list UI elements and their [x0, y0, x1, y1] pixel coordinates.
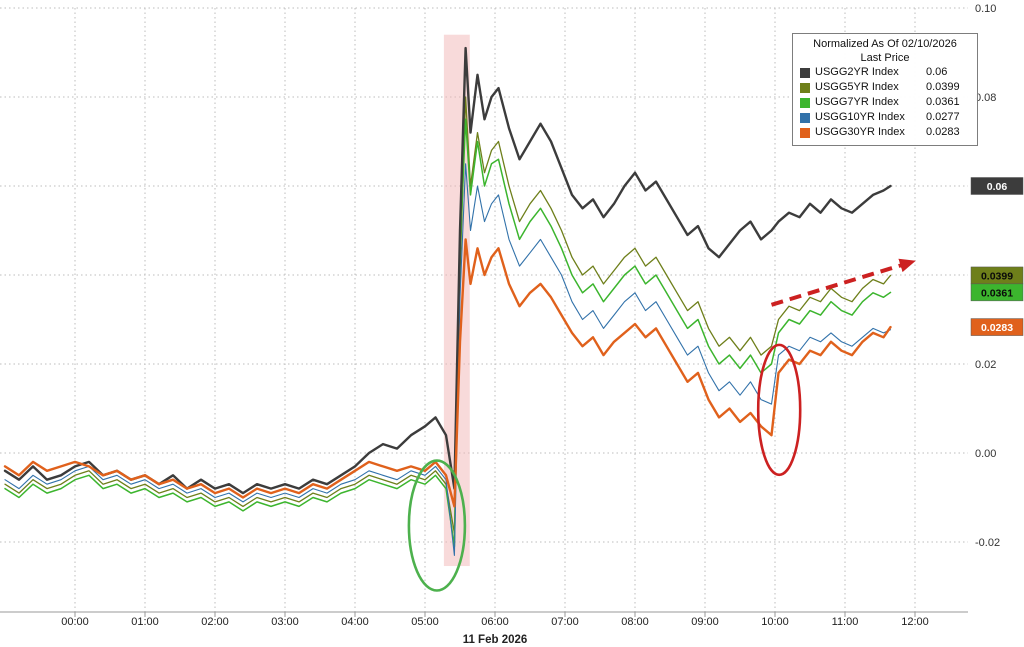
price-badge-box	[970, 283, 1024, 302]
series-label: USGG10YR Index	[815, 111, 905, 123]
y-axis-tick-label: 0.00	[975, 448, 996, 460]
x-axis-tick-label: 11:00	[832, 616, 859, 628]
grid-lines	[0, 7, 968, 612]
price-badges: 0.06 0.0399 0.0361 0.0283	[970, 177, 1024, 336]
x-axis	[0, 611, 968, 617]
red-circle-annotation	[756, 343, 802, 477]
price-badge-box	[970, 177, 1024, 195]
price-badge-box	[970, 318, 1024, 336]
y-axis-labels: 0.10 0.08 0.02 0.00 -0.02	[975, 3, 1000, 549]
price-badge-label: 0.0283	[981, 322, 1013, 334]
x-axis-tick-label: 00:00	[61, 616, 89, 628]
series-swatch-usgg5yr	[800, 82, 810, 93]
series-label: USGG5YR Index	[815, 81, 899, 93]
series-label: USGG7YR Index	[815, 96, 899, 108]
date-label: 11 Feb 2026	[463, 634, 528, 646]
series-last-price: 0.0283	[926, 126, 960, 138]
legend-item-usgg30yr: USGG30YR Index 0.0283	[800, 125, 970, 140]
legend-item-usgg2yr: USGG2YR Index 0.06	[800, 65, 970, 80]
series-last-price: 0.0361	[926, 96, 960, 108]
price-badge-0.06: 0.06	[970, 177, 1024, 195]
series-last-price: 0.06	[926, 66, 948, 78]
legend-item-usgg5yr: USGG5YR Index 0.0399	[800, 80, 970, 95]
series-line-usgg5yr-index	[4, 96, 892, 534]
x-axis-tick-label: 02:00	[201, 616, 229, 628]
y-axis-tick-label: 0.10	[975, 3, 996, 15]
series-line-usgg10yr-index	[4, 163, 892, 556]
price-badge-label: 0.06	[987, 181, 1008, 193]
x-axis-tick-label: 12:00	[901, 616, 929, 628]
price-badge-label: 0.0361	[981, 287, 1013, 299]
legend-item-usgg10yr: USGG10YR Index 0.0277	[800, 110, 970, 125]
price-badge-0.0399: 0.0399	[970, 266, 1024, 285]
x-axis-tick-label: 09:00	[691, 616, 719, 628]
series-label: USGG2YR Index	[815, 66, 899, 78]
y-axis-tick-label: 0.08	[975, 92, 996, 104]
x-axis-tick-label: 07:00	[551, 616, 579, 628]
x-axis-tick-label: 03:00	[271, 616, 299, 628]
series-last-price: 0.0399	[926, 81, 960, 93]
price-badge-0.0361: 0.0361	[970, 283, 1024, 302]
series-swatch-usgg30yr	[800, 127, 810, 138]
x-axis-tick-label: 05:00	[411, 616, 439, 628]
x-axis-labels: 00:00 01:00 02:00 03:00 04:00 05:00 06:00 07:00…	[61, 616, 929, 646]
series-last-price: 0.0277	[926, 111, 960, 123]
x-axis-tick-label: 01:00	[131, 616, 159, 628]
legend-item-usgg7yr: USGG7YR Index 0.0361	[800, 95, 970, 110]
y-axis-tick-label: -0.02	[975, 537, 1000, 549]
x-axis-tick-label: 06:00	[481, 616, 509, 628]
x-axis-tick-label: 08:00	[621, 616, 649, 628]
green-circle-annotation	[407, 459, 467, 592]
y-axis-tick-label: 0.02	[975, 359, 996, 371]
x-axis-tick-label: 04:00	[341, 616, 369, 628]
price-badge-label: 0.0399	[981, 270, 1013, 282]
series-label: USGG30YR Index	[815, 126, 905, 138]
series-swatch-usgg7yr	[800, 97, 810, 108]
trend-arrow	[770, 258, 916, 307]
series-swatch-usgg2yr	[800, 67, 810, 78]
series-line-usgg30yr-index	[3, 238, 892, 508]
legend-subtitle: Last Price	[860, 52, 910, 64]
price-badge-0.0283: 0.0283	[970, 318, 1024, 336]
legend: Normalized As Of 02/10/2026 Last Price U…	[792, 33, 978, 146]
legend-title: Normalized As Of 02/10/2026	[813, 38, 957, 50]
series-swatch-usgg10yr	[800, 112, 810, 123]
x-axis-tick-label: 10:00	[761, 616, 789, 628]
